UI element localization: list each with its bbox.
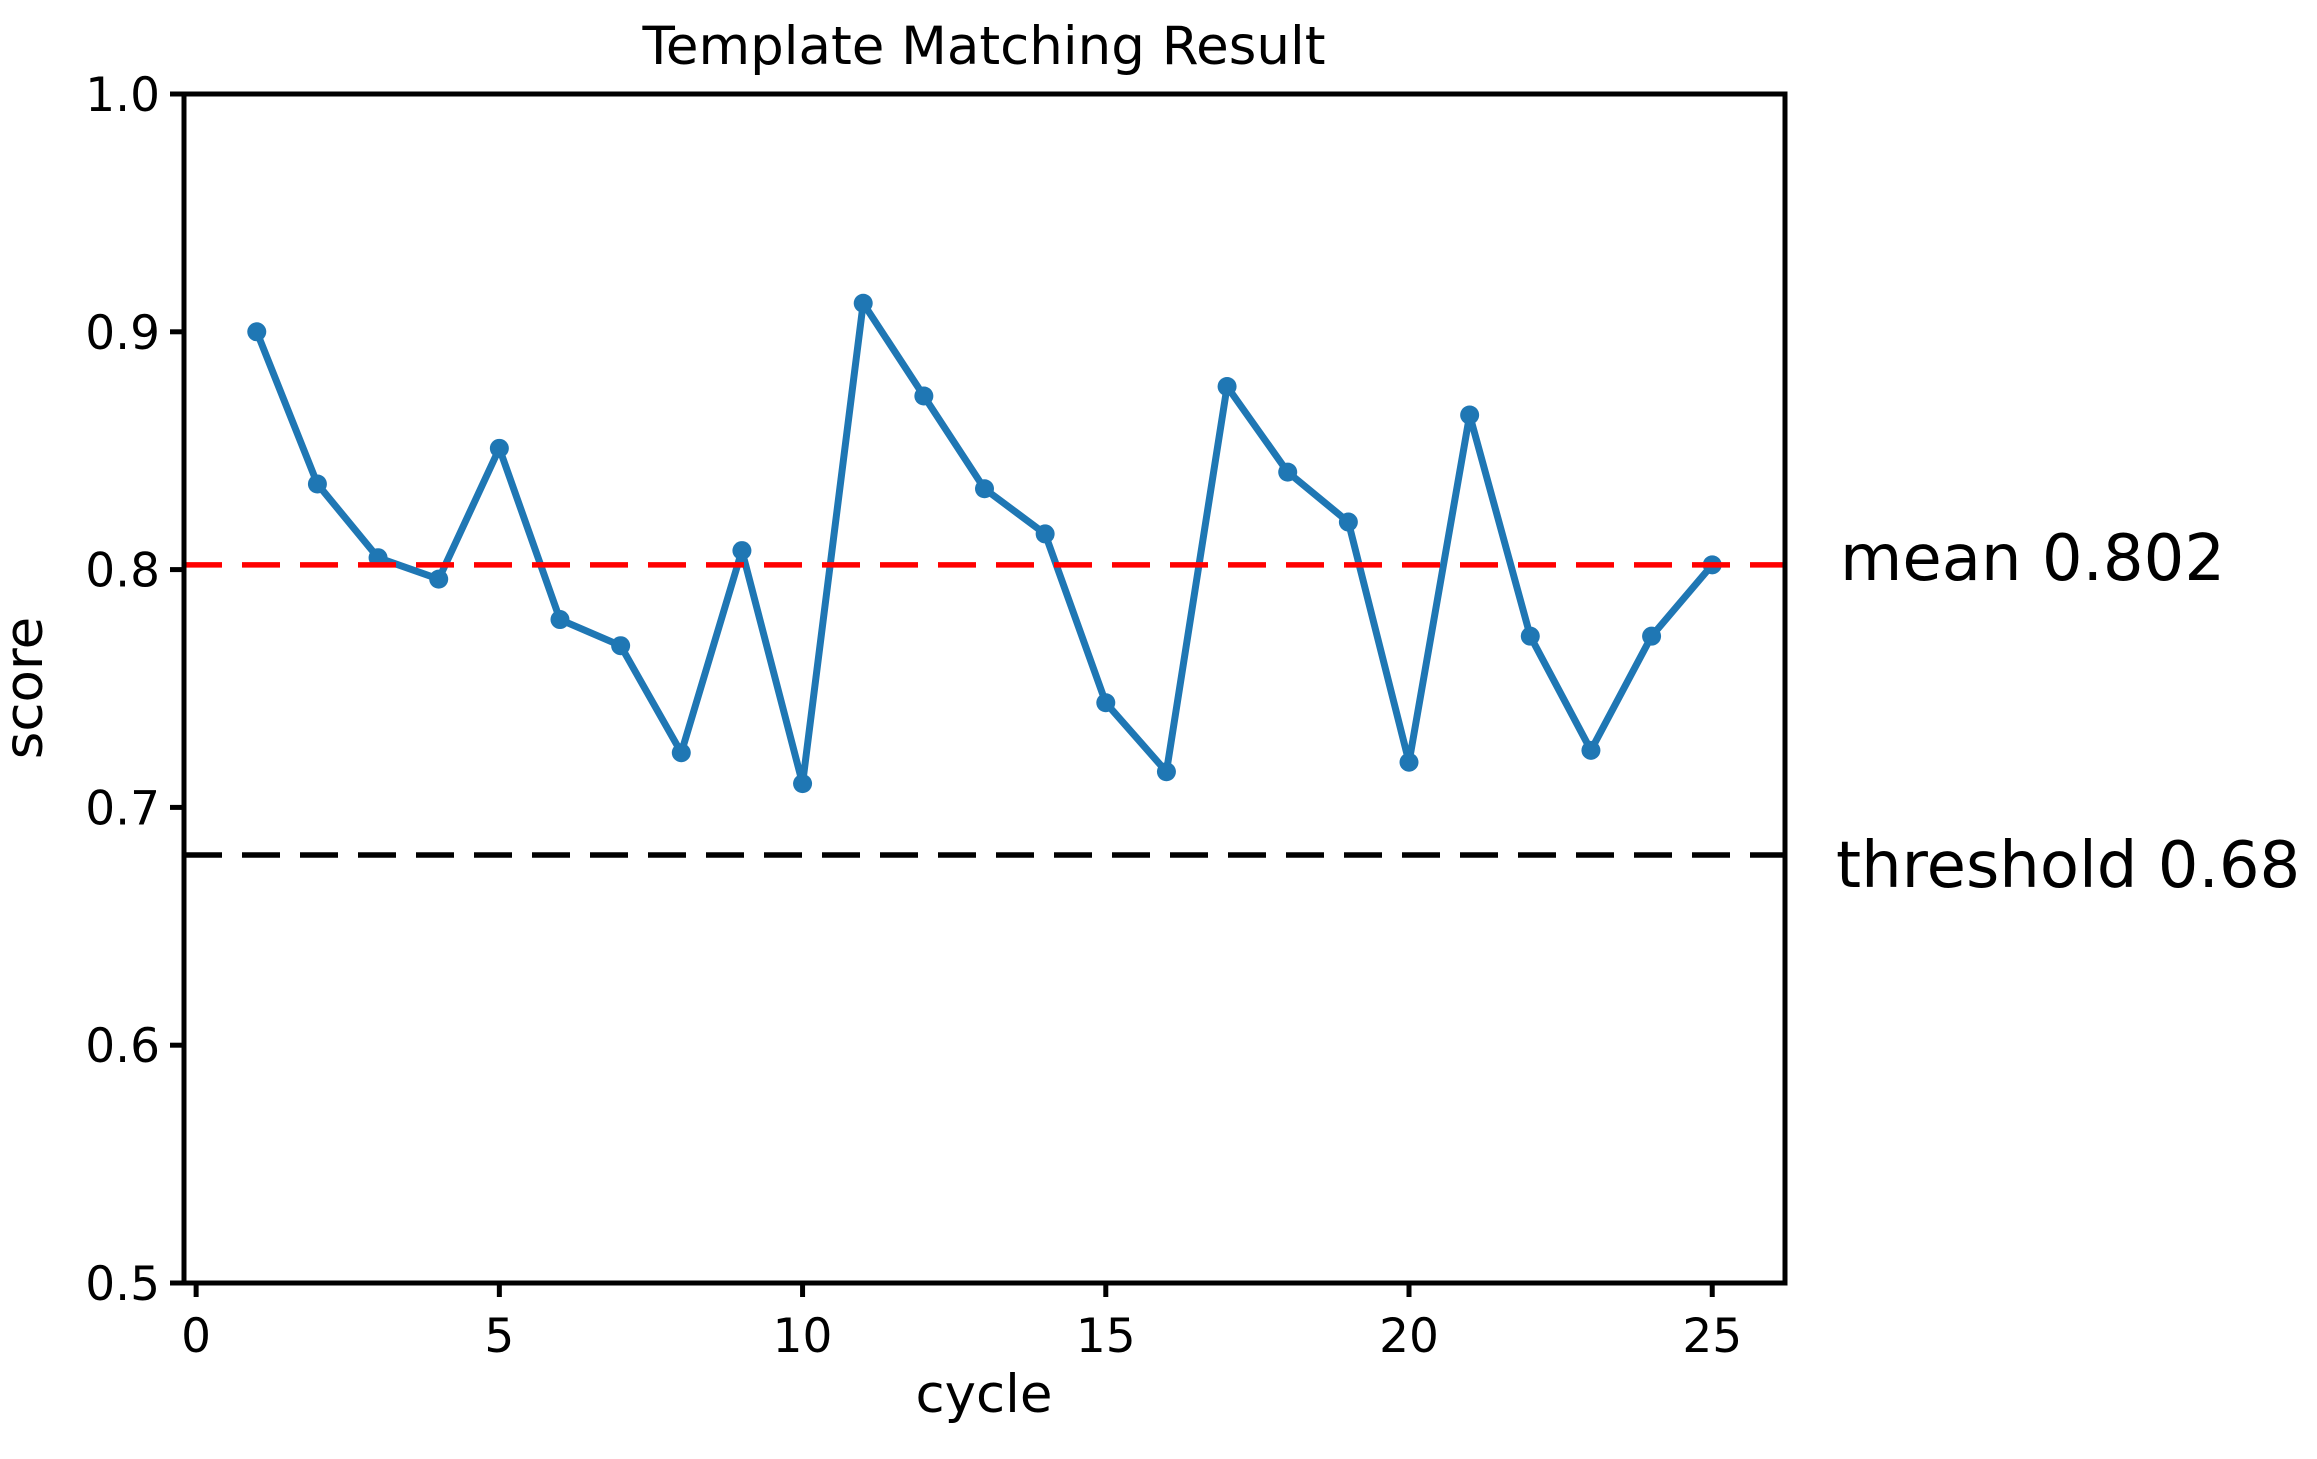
threshold-annotation: threshold 0.68: [1836, 829, 2300, 903]
data-point: [1520, 626, 1540, 646]
plot-area-border: [181, 91, 1788, 1286]
data-point: [550, 610, 570, 630]
data-point: [975, 479, 994, 499]
data-point: [1399, 752, 1419, 772]
y-axis-tick-label: 0.6: [85, 1019, 160, 1074]
data-point: [489, 438, 509, 458]
data-point: [671, 743, 691, 763]
data-point: [1278, 462, 1298, 482]
x-axis-tick-label: 0: [181, 1309, 211, 1364]
chart-title: Template Matching Result: [642, 16, 1326, 77]
y-axis-tick-label: 0.5: [85, 1257, 160, 1312]
x-axis-tick-label: 25: [1682, 1309, 1742, 1364]
y-axis-ticks: 0.5 0.6 0.7 0.8 0.9 1.0: [85, 68, 184, 1312]
y-axis-tick-label: 1.0: [85, 68, 160, 123]
series-group: [247, 293, 1722, 794]
data-point: [611, 636, 631, 656]
reference-lines-group: [184, 562, 1785, 858]
data-point: [1460, 405, 1480, 425]
data-point: [1096, 693, 1116, 713]
data-point: [1217, 376, 1237, 396]
data-point: [1338, 512, 1358, 532]
y-axis-tick-label: 0.7: [85, 781, 160, 836]
data-point: [1035, 524, 1055, 544]
y-axis-tick-label: 0.8: [85, 544, 160, 599]
data-point: [247, 322, 267, 342]
data-point: [793, 774, 813, 794]
score-line: [253, 299, 1716, 788]
x-axis-tick-label: 15: [1076, 1309, 1136, 1364]
data-point: [853, 293, 873, 313]
x-axis-ticks: 0 5 10 15 20 25: [181, 1283, 1742, 1364]
y-axis-label: score: [0, 617, 55, 759]
x-axis-label: cycle: [916, 1364, 1053, 1425]
y-axis-tick-label: 0.9: [85, 306, 160, 361]
data-point: [1581, 740, 1601, 760]
x-axis-tick-label: 5: [484, 1309, 514, 1364]
data-point: [1642, 626, 1662, 646]
data-point: [1156, 762, 1176, 782]
data-point: [732, 541, 752, 561]
data-point: [307, 474, 327, 494]
data-point: [914, 386, 934, 406]
data-point: [429, 569, 449, 589]
x-axis-tick-label: 20: [1379, 1309, 1439, 1364]
x-axis-tick-label: 10: [773, 1309, 833, 1364]
mean-annotation: mean 0.802: [1840, 522, 2225, 596]
